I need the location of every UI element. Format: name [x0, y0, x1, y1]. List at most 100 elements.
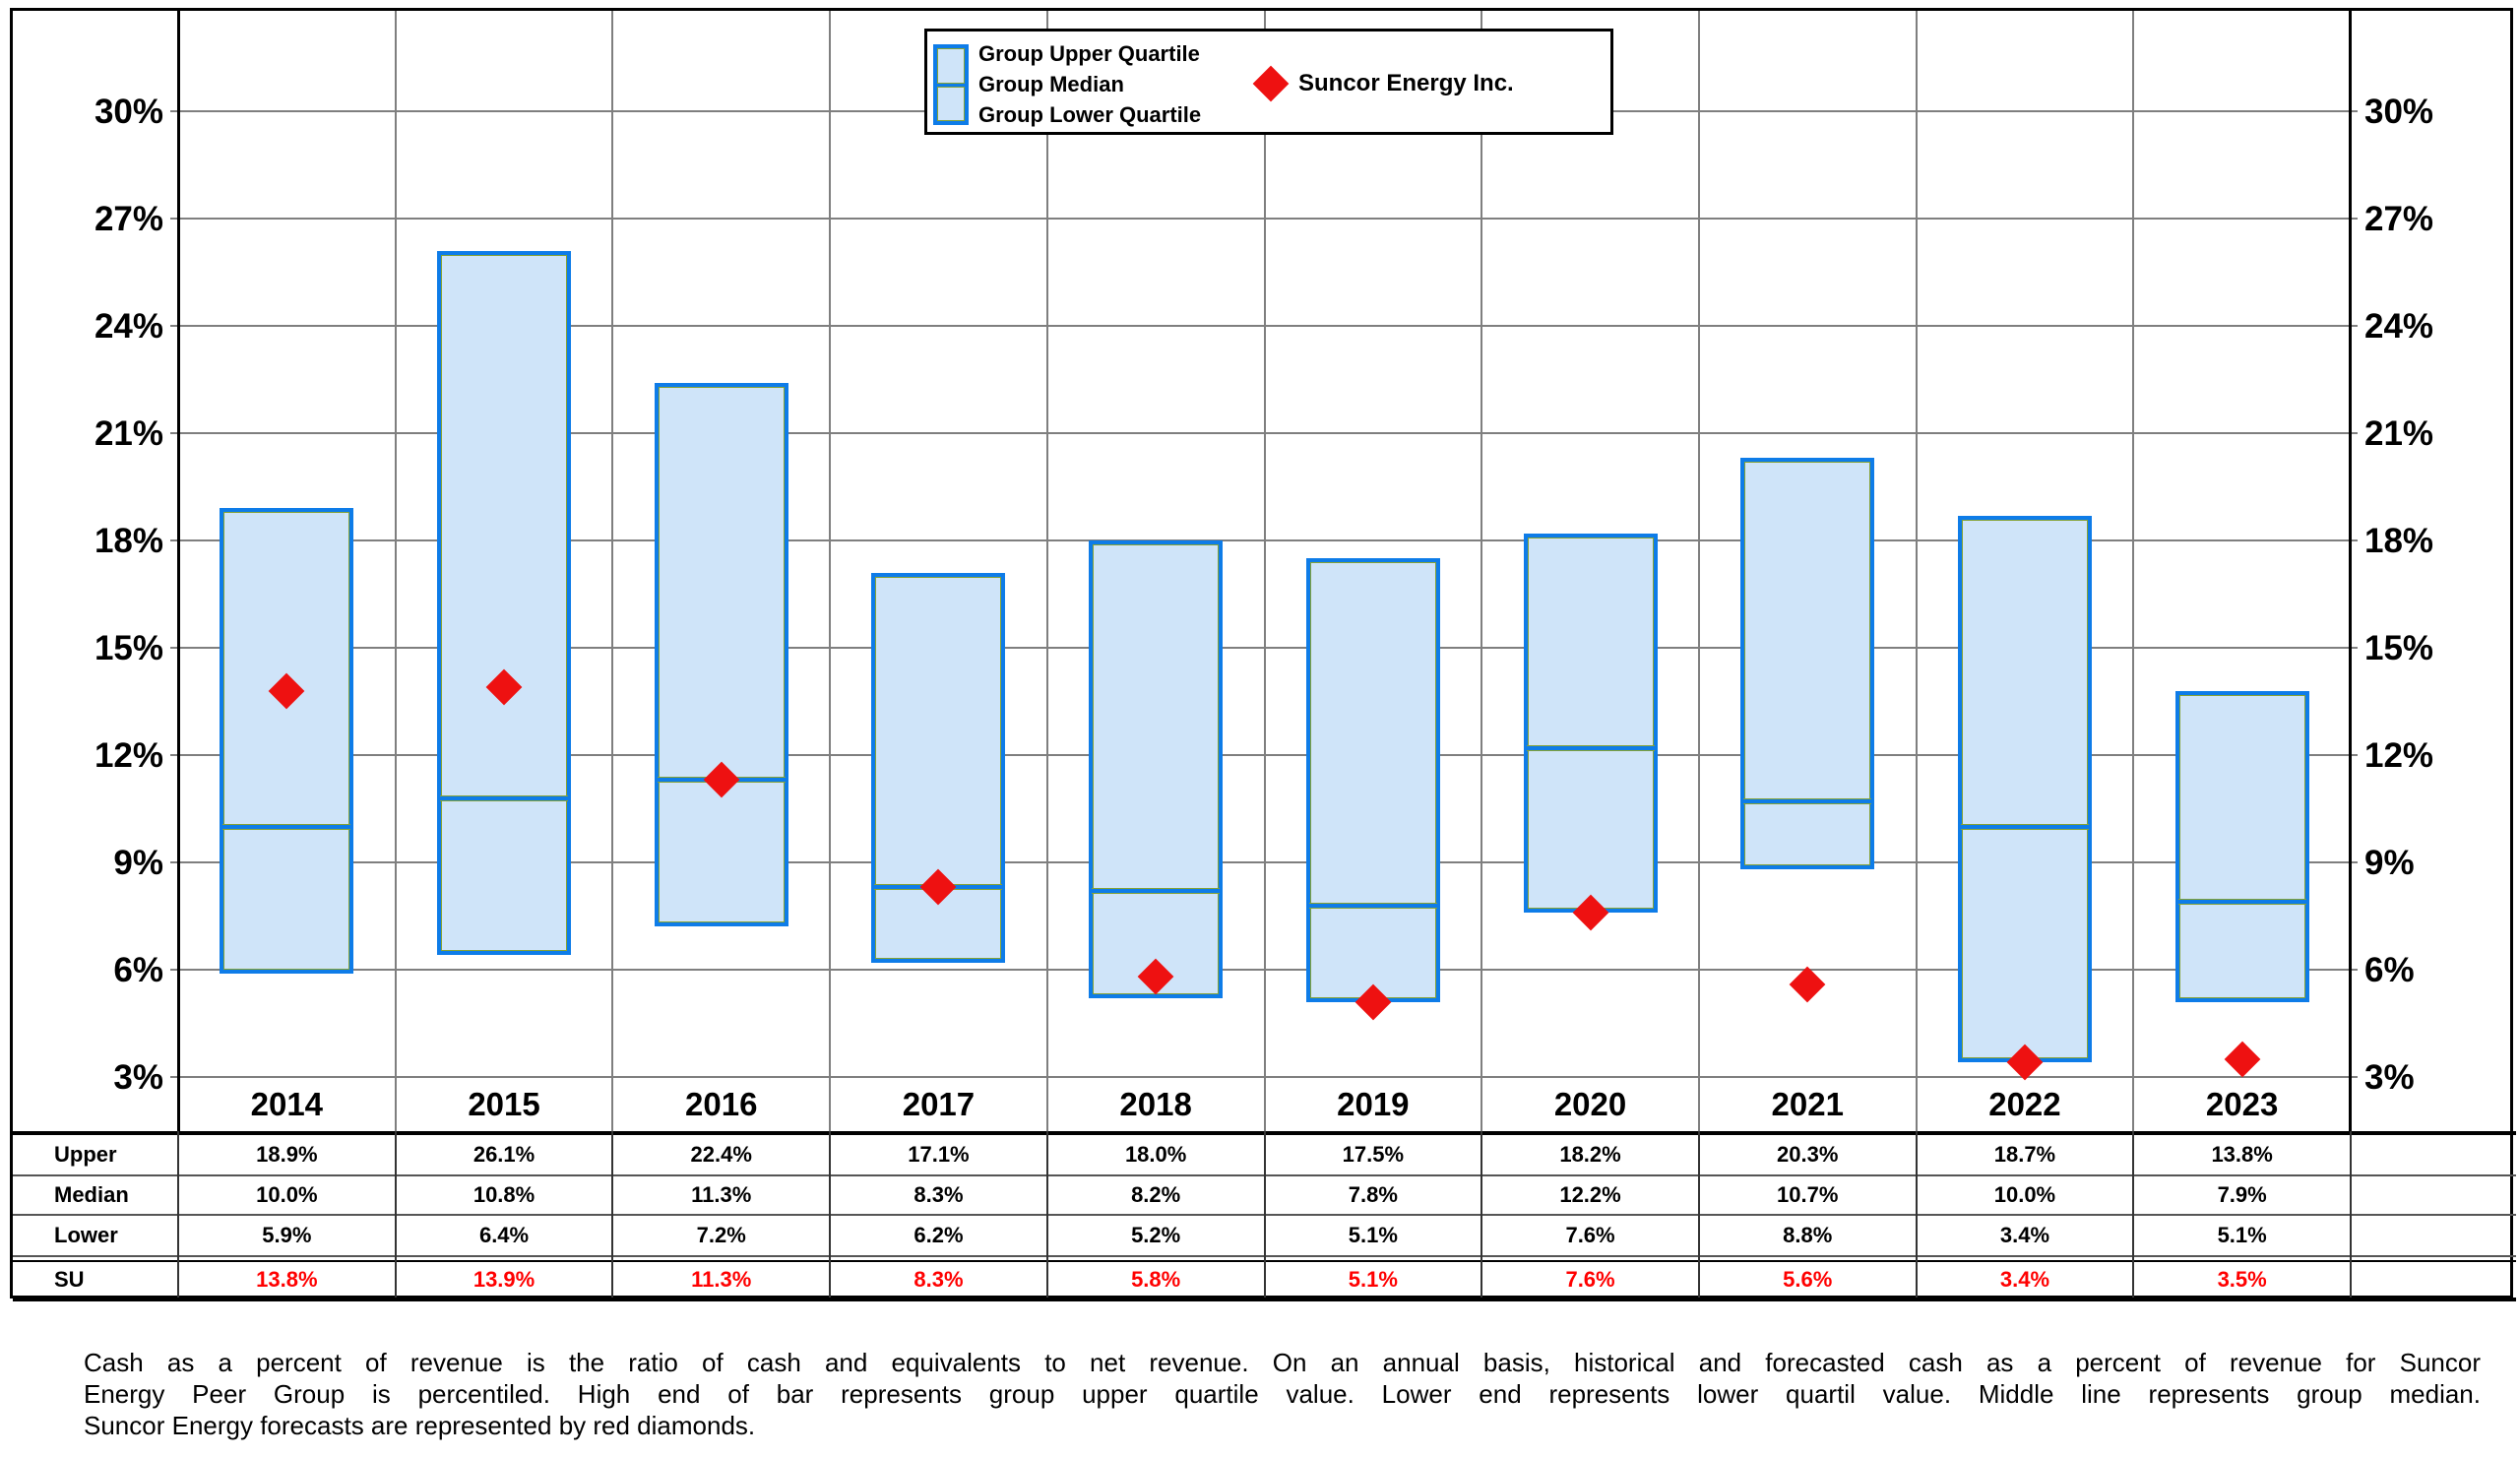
table-column-separator [1045, 1131, 1048, 1298]
quartile-bar-2019 [1305, 558, 1440, 1002]
table-cell-lower-2019: 5.1% [1348, 1223, 1398, 1247]
table-cell-median-2018: 8.2% [1131, 1182, 1181, 1207]
quartile-bar-2021 [1740, 458, 1875, 870]
y-axis-label-right: 18% [2364, 522, 2434, 560]
median-line-2018 [1092, 888, 1221, 895]
y-axis-label-left: 15% [94, 629, 163, 667]
quartile-bar-2016 [654, 383, 788, 927]
quartile-bar-2022 [1957, 515, 2092, 1063]
table-column-separator [394, 1131, 397, 1298]
chart-legend: Group Upper Quartile Group Median Group … [924, 29, 1613, 135]
table-cell-lower-2023: 5.1% [2217, 1223, 2267, 1247]
suncor-diamond-2023 [2224, 1041, 2261, 1078]
median-line-2019 [1308, 902, 1437, 909]
legend-label-lower-quartile: Group Lower Quartile [978, 102, 1202, 127]
quartile-bar-swatch-icon [933, 44, 969, 125]
suncor-diamond-icon [1252, 65, 1290, 102]
y-axis-label-left: 6% [113, 951, 163, 989]
y-axis-label-left: 18% [94, 522, 163, 560]
table-column-separator [829, 1131, 832, 1298]
footnote-line: Suncor Energy forecasts are represented … [84, 1411, 756, 1440]
median-line-swatch-icon [937, 83, 965, 88]
gridline-vertical [1480, 11, 1483, 1131]
table-row-label-lower: Lower [54, 1223, 118, 1247]
table-cell-upper-2019: 17.5% [1342, 1142, 1405, 1167]
table-cell-upper-2021: 20.3% [1777, 1142, 1839, 1167]
x-axis-label-2014: 2014 [250, 1086, 324, 1122]
gridline-vertical [2132, 11, 2135, 1131]
x-axis-label-2019: 2019 [1337, 1086, 1410, 1122]
table-cell-median-2021: 10.7% [1777, 1182, 1839, 1207]
table-cell-lower-2017: 6.2% [914, 1223, 964, 1247]
table-cell-median-2019: 7.8% [1348, 1182, 1398, 1207]
legend-label-median: Group Median [978, 72, 1124, 96]
y-axis-label-left: 21% [94, 414, 163, 453]
y-axis-line-left [177, 11, 180, 1131]
table-column-separator [177, 1131, 179, 1298]
x-axis-label-2016: 2016 [685, 1086, 758, 1122]
footnote-line: Energy Peer Group is percentiled. High e… [84, 1379, 2481, 1409]
legend-label-suncor: Suncor Energy Inc. [1298, 70, 1514, 96]
gridline-vertical [1045, 11, 1048, 1131]
table-row-label-upper: Upper [54, 1142, 117, 1167]
gridline-vertical [829, 11, 832, 1131]
table-cell-su-2018: 5.8% [1131, 1267, 1181, 1292]
x-axis-label-2018: 2018 [1119, 1086, 1192, 1122]
y-axis-label-right: 3% [2364, 1058, 2415, 1097]
table-column-separator [1915, 1131, 1918, 1298]
median-line-2015 [440, 794, 569, 801]
median-line-2014 [222, 823, 351, 830]
table-cell-median-2017: 8.3% [914, 1182, 964, 1207]
table-cell-upper-2017: 17.1% [908, 1142, 970, 1167]
table-cell-lower-2015: 6.4% [478, 1223, 530, 1247]
gridline-vertical [1915, 11, 1918, 1131]
table-cell-median-2022: 10.0% [1993, 1182, 2056, 1207]
footnote-line: Cash as a percent of revenue is the rati… [84, 1348, 2481, 1377]
table-cell-lower-2021: 8.8% [1783, 1223, 1833, 1247]
y-axis-label-right: 24% [2364, 307, 2434, 346]
gridline-vertical [394, 11, 397, 1131]
table-cell-median-2023: 7.9% [2217, 1182, 2267, 1207]
quartile-bar-2018 [1089, 540, 1224, 999]
table-column-separator [1697, 1131, 1700, 1298]
median-line-2020 [1526, 744, 1655, 751]
y-axis-label-left: 12% [94, 736, 163, 775]
table-cell-median-2015: 10.8% [472, 1182, 536, 1207]
median-line-2021 [1743, 798, 1872, 805]
table-cell-lower-2016: 7.2% [696, 1223, 746, 1247]
y-axis-label-left: 3% [113, 1058, 163, 1097]
quartile-bar-2015 [437, 250, 572, 956]
y-axis-label-right: 15% [2364, 629, 2434, 667]
table-cell-upper-2015: 26.1% [472, 1142, 536, 1167]
table-cell-su-2015: 13.9% [472, 1267, 536, 1292]
table-column-separator [2350, 1131, 2352, 1298]
table-column-separator [1480, 1131, 1483, 1298]
quartile-bar-2020 [1523, 533, 1658, 913]
quartile-bar-2023 [2174, 690, 2309, 1002]
table-cell-lower-2014: 5.9% [262, 1223, 312, 1247]
y-axis-label-right: 6% [2364, 951, 2415, 989]
legend-label-upper-quartile: Group Upper Quartile [978, 41, 1200, 66]
table-cell-su-2016: 11.3% [691, 1267, 752, 1292]
y-axis-line-right [2349, 11, 2352, 1131]
gridline-vertical [611, 11, 614, 1131]
table-cell-upper-2016: 22.4% [690, 1142, 752, 1167]
table-cell-upper-2014: 18.9% [256, 1142, 318, 1167]
table-cell-upper-2020: 18.2% [1559, 1142, 1621, 1167]
table-cell-lower-2018: 5.2% [1131, 1223, 1181, 1247]
quartile-bar-2014 [220, 508, 354, 974]
table-column-separator [1263, 1131, 1266, 1298]
table-row-separator [13, 1298, 2516, 1301]
y-axis-label-left: 24% [94, 307, 163, 346]
x-axis-label-2020: 2020 [1553, 1086, 1627, 1122]
cash-percent-of-revenue-chart: 3% 3% 6% 6% 9% 9% 12% 12% 15% 15% 18% 18% 21% 21% 24% 2… [10, 8, 2516, 1301]
x-axis-label-2017: 2017 [902, 1086, 976, 1122]
table-cell-su-2023: 3.5% [2217, 1267, 2267, 1292]
median-line-2023 [2177, 898, 2306, 905]
table-cell-su-2021: 5.6% [1783, 1267, 1833, 1292]
table-row-label-median: Median [54, 1182, 129, 1207]
table-cell-upper-2023: 13.8% [2211, 1142, 2273, 1167]
table-cell-su-2020: 7.6% [1565, 1267, 1615, 1292]
table-cell-lower-2020: 7.6% [1565, 1223, 1615, 1247]
y-axis-label-right: 9% [2364, 844, 2415, 882]
